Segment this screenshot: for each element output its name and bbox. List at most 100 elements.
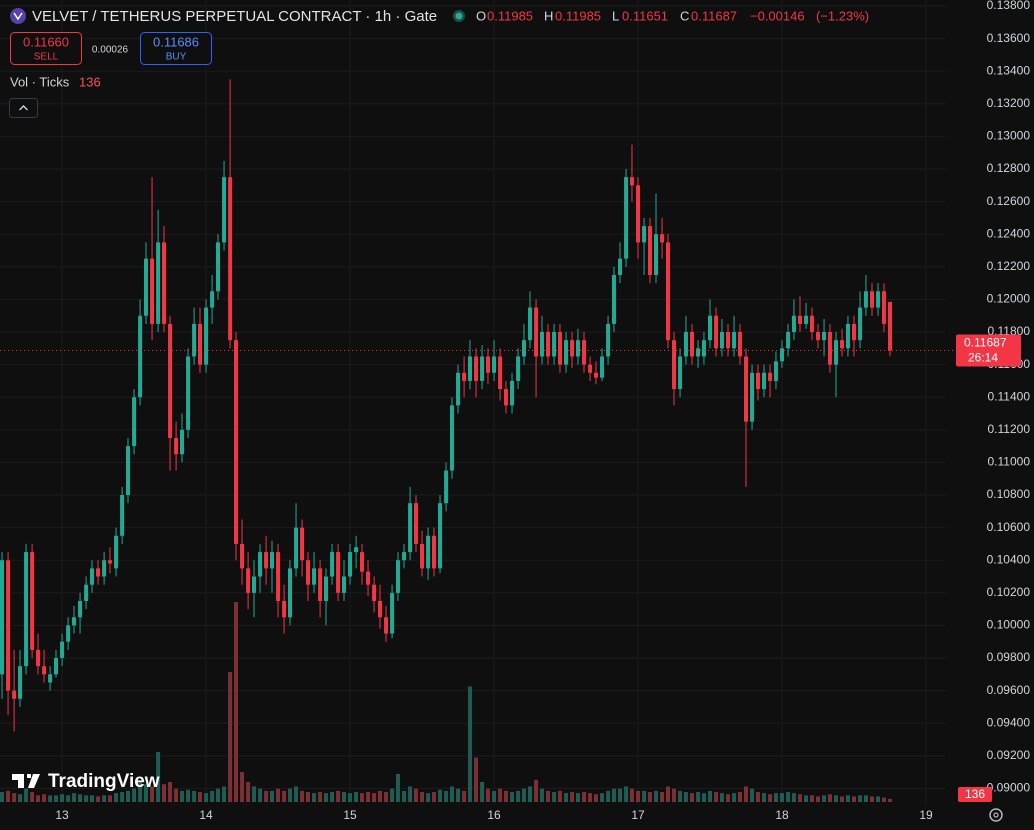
- collapse-icon[interactable]: [19, 105, 28, 111]
- candle-body: [629, 177, 634, 186]
- y-tick-label: 0.11200: [988, 422, 1031, 436]
- y-tick-label: 0.13800: [987, 0, 1031, 12]
- candle-body: [341, 576, 346, 593]
- settings-button[interactable]: [989, 808, 1003, 822]
- volume-bar: [215, 788, 220, 802]
- y-tick-label: 0.10200: [987, 585, 1031, 599]
- symbol-icon: [10, 8, 26, 24]
- candle-body: [84, 584, 89, 601]
- grid: [0, 0, 945, 805]
- volume-bar: [773, 793, 778, 802]
- settings-icon[interactable]: [989, 808, 1003, 822]
- volume-bar: [762, 793, 767, 802]
- spread: 0.00026: [92, 45, 129, 56]
- volume-bar: [390, 788, 395, 802]
- settings-icon-center[interactable]: [993, 812, 999, 818]
- candle-body: [618, 258, 623, 275]
- collapse-button[interactable]: [9, 98, 38, 118]
- sell-box[interactable]: [10, 32, 82, 65]
- volume-bar: [305, 792, 310, 802]
- volume-bar: [198, 792, 203, 802]
- sell-label[interactable]: SELL: [34, 52, 59, 63]
- candle-body: [198, 323, 203, 365]
- candle-body: [498, 356, 503, 390]
- y-tick-label: 0.13200: [987, 96, 1031, 110]
- x-tick-label: 18: [775, 808, 789, 822]
- volume-bar: [264, 790, 269, 802]
- candle-body: [708, 315, 713, 341]
- volume-bar: [426, 793, 431, 802]
- candle-body: [876, 291, 881, 308]
- volume-bar: [485, 788, 490, 802]
- candle-body: [36, 649, 41, 667]
- sell-price[interactable]: 0.11660: [23, 34, 69, 49]
- candle-body: [444, 470, 449, 504]
- ohlc-value: 0.11985: [555, 8, 601, 23]
- volume-bar: [251, 786, 256, 802]
- candle-body: [150, 258, 155, 324]
- volume-bar: [654, 790, 659, 802]
- y-tick-label: 0.12000: [987, 292, 1031, 306]
- candle-body: [312, 568, 317, 585]
- volume-bar: [408, 786, 413, 802]
- y-tick-label: 0.11000: [988, 455, 1031, 469]
- buy-label[interactable]: BUY: [166, 52, 187, 63]
- change-percent: (−1.23%): [816, 8, 869, 23]
- buy-price[interactable]: 0.11686: [153, 34, 199, 49]
- candle-body: [390, 592, 395, 634]
- candle-body: [180, 429, 185, 455]
- volume-bar: [780, 793, 785, 802]
- candle-body: [750, 372, 755, 422]
- candle-body: [780, 348, 785, 362]
- volume-bar: [744, 786, 749, 802]
- buy-box[interactable]: [140, 32, 212, 65]
- volume-bar: [96, 796, 101, 802]
- price-tag: [956, 334, 1021, 367]
- volume-bar: [341, 792, 346, 802]
- candle-body: [456, 372, 461, 406]
- y-tick-label: 0.09000: [987, 781, 1031, 795]
- collapse-box[interactable]: [9, 98, 38, 118]
- ohlc-label: L: [612, 8, 619, 23]
- volume-bar: [564, 793, 569, 802]
- volume-bar: [690, 793, 695, 802]
- volume-bar: [732, 793, 737, 802]
- candle-body: [377, 600, 382, 618]
- candle-body: [60, 641, 65, 659]
- volume-bar: [642, 790, 647, 802]
- volume-bar: [78, 794, 83, 802]
- volume-bar: [48, 795, 53, 802]
- candle-body: [251, 576, 256, 593]
- candle-body: [600, 356, 605, 378]
- candle-body: [30, 552, 35, 650]
- volume-bar: [114, 793, 119, 802]
- status-dot: [455, 12, 463, 20]
- volume-bar: [834, 795, 839, 802]
- ohlc-label: C: [680, 8, 689, 23]
- candle-body: [582, 340, 587, 365]
- volume-bar: [72, 793, 77, 802]
- volume-bar: [552, 792, 557, 802]
- volume-bar: [791, 793, 796, 802]
- brand-logo: TradingView: [12, 771, 160, 792]
- volume-bar: [336, 790, 341, 802]
- volume-bar: [359, 793, 364, 802]
- candle-body: [575, 340, 580, 357]
- candle-body: [282, 600, 287, 618]
- buy-button[interactable]: 0.11686 BUY: [140, 32, 212, 65]
- candle-body: [701, 340, 706, 357]
- volume-bar: [498, 788, 503, 802]
- candle-body: [606, 323, 611, 357]
- volume-bar: [456, 788, 461, 802]
- volume-bar: [492, 790, 497, 802]
- candle-body: [215, 242, 220, 292]
- volume-bar: [701, 793, 706, 802]
- sell-button[interactable]: 0.11660 SELL: [10, 32, 82, 65]
- candle-body: [348, 552, 353, 577]
- candle-body: [768, 372, 773, 381]
- volume-bar: [467, 686, 472, 802]
- chart-title: VELVET / TETHERUS PERPETUAL CONTRACT · 1…: [32, 8, 437, 25]
- volume-bar: [24, 788, 29, 802]
- candle-body: [114, 535, 119, 569]
- volume-bar: [377, 790, 382, 802]
